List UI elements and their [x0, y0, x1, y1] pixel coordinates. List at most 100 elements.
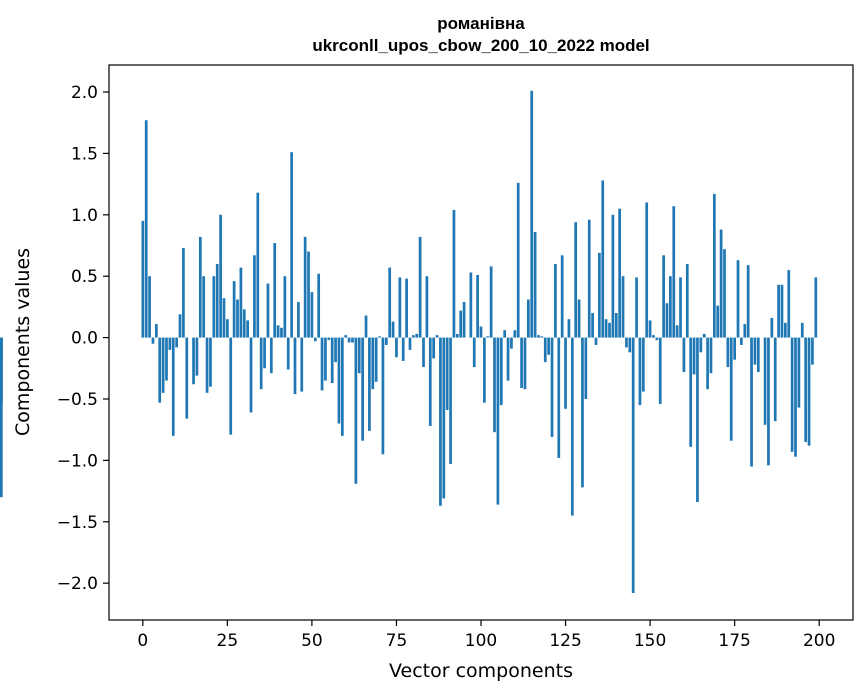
bar-182 [756, 337, 760, 372]
bar-169 [712, 193, 716, 338]
bar-193 [794, 337, 797, 457]
bar-124 [560, 255, 564, 338]
bar-185 [767, 337, 770, 466]
bar-158 [675, 325, 679, 338]
bar-199 [814, 277, 818, 338]
bar-195 [800, 322, 804, 338]
bar-172 [723, 249, 726, 338]
bar-173 [726, 337, 730, 368]
bar-138 [608, 322, 611, 338]
bar-88 [439, 337, 442, 506]
bar-92 [452, 209, 456, 338]
bar-192 [790, 337, 794, 452]
bar-28 [236, 299, 239, 338]
x-tick-label: 0 [137, 631, 148, 651]
bar-113 [523, 337, 527, 390]
bar-20 [209, 337, 212, 387]
bar-191 [787, 270, 791, 338]
bar-112 [520, 337, 523, 388]
bar-12 [182, 247, 185, 338]
bar-98 [472, 337, 476, 368]
y-tick-label: 1.0 [71, 206, 98, 226]
bar-149 [645, 202, 649, 338]
bar-16 [195, 337, 199, 376]
bar-130 [581, 337, 584, 488]
bar-146 [635, 277, 638, 338]
bar-114 [526, 299, 530, 338]
bar-25 [226, 319, 229, 338]
bar-49 [307, 251, 310, 338]
bar-135 [598, 252, 601, 338]
bar-34 [256, 192, 260, 338]
bar-5 [158, 337, 162, 403]
y-axis-label: Components values [12, 248, 34, 436]
bar-129 [577, 299, 581, 338]
bar-102 [486, 336, 490, 338]
bar-40 [276, 325, 280, 338]
bar-118 [540, 336, 544, 338]
bar-174 [729, 337, 733, 441]
bar-164 [696, 337, 699, 503]
bar-79 [408, 337, 412, 350]
bar-107 [503, 330, 507, 338]
bar-47 [300, 337, 304, 392]
bar-90 [445, 337, 449, 411]
x-tick-label: 50 [301, 631, 323, 651]
bar-198 [811, 337, 814, 365]
bar-101 [483, 337, 486, 403]
bar-54 [324, 337, 327, 381]
bar-105 [496, 337, 500, 505]
bar-7 [165, 337, 168, 381]
bar-69 [374, 337, 378, 382]
bar-8 [168, 337, 172, 350]
bar-168 [709, 337, 713, 374]
x-tick-label: 200 [803, 631, 835, 651]
bar-137 [604, 319, 608, 338]
bar-82 [418, 236, 422, 338]
x-axis-ticks: 0 25 50 75 100 125 150 175 200 [137, 620, 835, 651]
y-axis-ticks: 2.0 1.5 1.0 0.5 0.0 −0.5 −1.0 −1.5 −2.0 [57, 83, 109, 594]
y-tick-label: −1.5 [57, 513, 98, 533]
bar-94 [459, 310, 463, 338]
bar-122 [554, 263, 557, 338]
bar-44 [290, 152, 293, 338]
bar-99 [476, 274, 479, 338]
y-tick-label: −1.0 [57, 451, 98, 471]
bar-37 [266, 283, 270, 338]
bar-22 [215, 263, 219, 338]
bar-85 [428, 337, 432, 426]
y-tick-label: 2.0 [71, 83, 98, 103]
bar-89 [442, 337, 446, 499]
bar-109 [510, 337, 513, 349]
bar-50 [310, 292, 314, 338]
bar-42 [283, 276, 287, 338]
bar-71 [381, 337, 385, 455]
bar-116 [533, 231, 537, 338]
bar-119 [543, 337, 547, 363]
bar-87 [435, 335, 439, 338]
bar-66 [364, 315, 368, 338]
bar-58 [337, 337, 341, 424]
bar-194 [797, 337, 801, 408]
bar-165 [699, 337, 703, 353]
bar-59 [340, 337, 344, 436]
bars-group [0, 90, 818, 593]
chart-subtitle: ukrconll_upos_cbow_200_10_2022 model [312, 36, 649, 55]
bar-18 [202, 276, 206, 338]
bar-0 [141, 220, 145, 338]
bar-156 [669, 276, 672, 338]
bar-65 [361, 337, 364, 441]
bar-17 [198, 236, 202, 338]
bar-51 [313, 337, 317, 342]
bar-75 [395, 337, 398, 358]
bar-154 [662, 255, 665, 338]
bar-104 [493, 337, 496, 433]
x-tick-label: 75 [386, 631, 408, 651]
bar-153 [658, 337, 662, 404]
bar-41 [280, 327, 283, 338]
bar-110 [513, 330, 517, 338]
bar-81 [415, 333, 419, 338]
bar-177 [740, 337, 743, 345]
bar-136 [601, 180, 605, 338]
